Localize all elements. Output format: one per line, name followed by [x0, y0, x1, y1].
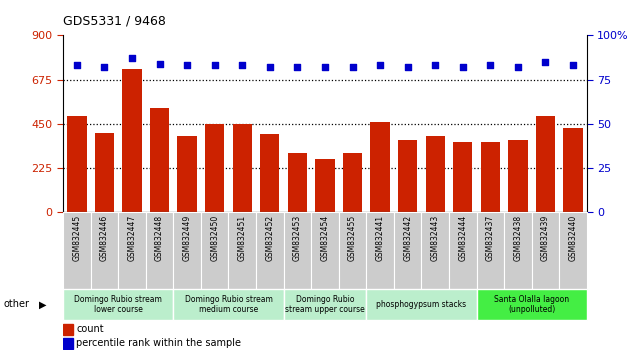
Text: other: other: [3, 299, 29, 309]
Bar: [63, 289, 174, 320]
Bar: [201, 212, 228, 290]
Bar: [339, 212, 367, 290]
Bar: [367, 212, 394, 290]
Text: GSM832452: GSM832452: [266, 215, 274, 261]
Text: GSM832446: GSM832446: [100, 215, 109, 261]
Text: GDS5331 / 9468: GDS5331 / 9468: [63, 14, 166, 27]
Text: GSM832438: GSM832438: [514, 215, 522, 261]
Bar: [425, 136, 445, 212]
Point: [457, 64, 468, 70]
Bar: [394, 212, 422, 290]
Text: percentile rank within the sample: percentile rank within the sample: [76, 338, 241, 348]
Point: [485, 63, 495, 68]
Text: Domingo Rubio
stream upper course: Domingo Rubio stream upper course: [285, 295, 365, 314]
Bar: [504, 212, 532, 290]
Bar: [532, 212, 559, 290]
Bar: [367, 289, 476, 320]
Bar: [476, 289, 587, 320]
Text: GSM832442: GSM832442: [403, 215, 412, 261]
Text: GSM832447: GSM832447: [127, 215, 136, 261]
Bar: [228, 212, 256, 290]
Point: [403, 64, 413, 70]
Text: Domingo Rubio stream
medium course: Domingo Rubio stream medium course: [184, 295, 273, 314]
Bar: [205, 124, 225, 212]
Bar: [63, 212, 91, 290]
Bar: [449, 212, 476, 290]
Bar: [316, 159, 334, 212]
Point: [292, 64, 302, 70]
Text: ▶: ▶: [39, 299, 47, 309]
Text: Santa Olalla lagoon
(unpolluted): Santa Olalla lagoon (unpolluted): [494, 295, 569, 314]
Bar: [177, 136, 197, 212]
Text: GSM832441: GSM832441: [375, 215, 384, 261]
Bar: [563, 128, 582, 212]
Bar: [174, 289, 283, 320]
Bar: [256, 212, 283, 290]
Text: GSM832449: GSM832449: [182, 215, 192, 261]
Bar: [422, 212, 449, 290]
Bar: [311, 212, 339, 290]
Point: [209, 63, 220, 68]
Bar: [370, 122, 390, 212]
Bar: [283, 212, 311, 290]
Text: GSM832444: GSM832444: [458, 215, 468, 261]
Bar: [146, 212, 174, 290]
Point: [430, 63, 440, 68]
Text: GSM832455: GSM832455: [348, 215, 357, 261]
Point: [348, 64, 358, 70]
Bar: [481, 142, 500, 212]
Bar: [68, 116, 86, 212]
Text: Domingo Rubio stream
lower course: Domingo Rubio stream lower course: [74, 295, 162, 314]
Text: GSM832451: GSM832451: [238, 215, 247, 261]
Bar: [63, 338, 73, 349]
Bar: [63, 324, 73, 335]
Point: [182, 63, 192, 68]
Text: phosphogypsum stacks: phosphogypsum stacks: [376, 300, 466, 309]
Text: GSM832443: GSM832443: [431, 215, 440, 261]
Point: [540, 59, 550, 65]
Point: [320, 64, 330, 70]
Bar: [233, 124, 252, 212]
Bar: [536, 116, 555, 212]
Point: [568, 63, 578, 68]
Bar: [95, 133, 114, 212]
Text: count: count: [76, 324, 104, 334]
Bar: [118, 212, 146, 290]
Bar: [174, 212, 201, 290]
Bar: [343, 153, 362, 212]
Point: [375, 63, 385, 68]
Point: [155, 61, 165, 67]
Bar: [559, 212, 587, 290]
Text: GSM832448: GSM832448: [155, 215, 164, 261]
Text: GSM832437: GSM832437: [486, 215, 495, 261]
Text: GSM832454: GSM832454: [321, 215, 329, 261]
Point: [100, 64, 110, 70]
Point: [127, 56, 137, 61]
Text: GSM832453: GSM832453: [293, 215, 302, 261]
Text: GSM832445: GSM832445: [73, 215, 81, 261]
Bar: [509, 139, 528, 212]
Bar: [91, 212, 118, 290]
Point: [237, 63, 247, 68]
Bar: [476, 212, 504, 290]
Point: [72, 63, 82, 68]
Text: GSM832439: GSM832439: [541, 215, 550, 261]
Point: [265, 64, 275, 70]
Text: GSM832440: GSM832440: [569, 215, 577, 261]
Point: [513, 64, 523, 70]
Text: GSM832450: GSM832450: [210, 215, 219, 261]
Bar: [288, 153, 307, 212]
Bar: [260, 134, 280, 212]
Bar: [283, 289, 367, 320]
Bar: [398, 139, 417, 212]
Bar: [453, 142, 473, 212]
Bar: [150, 108, 169, 212]
Bar: [122, 69, 141, 212]
